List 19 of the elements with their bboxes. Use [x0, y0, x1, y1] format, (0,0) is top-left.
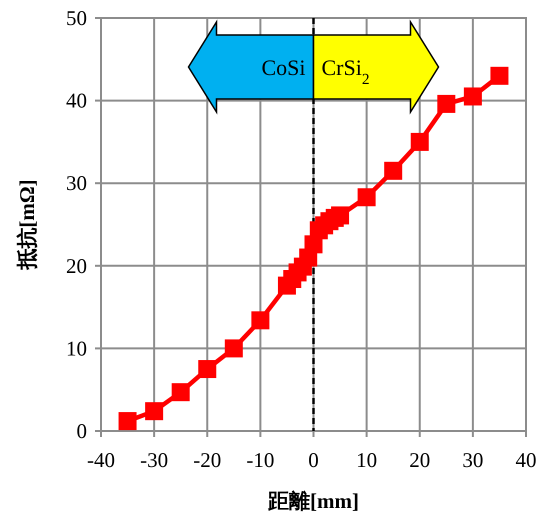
- x-tick-label: -20: [193, 448, 222, 472]
- x-axis-title: 距離[mm]: [267, 489, 359, 513]
- y-tick-label: 40: [66, 88, 87, 113]
- y-tick-label: 10: [66, 336, 87, 360]
- y-tick-label: 0: [76, 419, 87, 443]
- x-tick-label: 0: [308, 448, 319, 472]
- annotation: CrSi$_{2}$: [322, 55, 370, 88]
- x-tick-label: -30: [140, 448, 168, 472]
- x-tick-label: 30: [462, 448, 484, 472]
- x-tick-label: 10: [356, 448, 378, 472]
- y-axis-title: 抵抗[mΩ]: [15, 179, 39, 271]
- annotation: CoSi: [261, 55, 306, 80]
- y-tick-label: 20: [66, 254, 87, 278]
- y-tick-label: 30: [66, 171, 87, 196]
- x-tick-label: -10: [246, 448, 274, 472]
- x-tick-label: -40: [87, 448, 115, 472]
- y-tick-label: 50: [66, 6, 87, 30]
- x-tick-label: 20: [409, 448, 430, 472]
- x-tick-label: 40: [516, 448, 536, 472]
